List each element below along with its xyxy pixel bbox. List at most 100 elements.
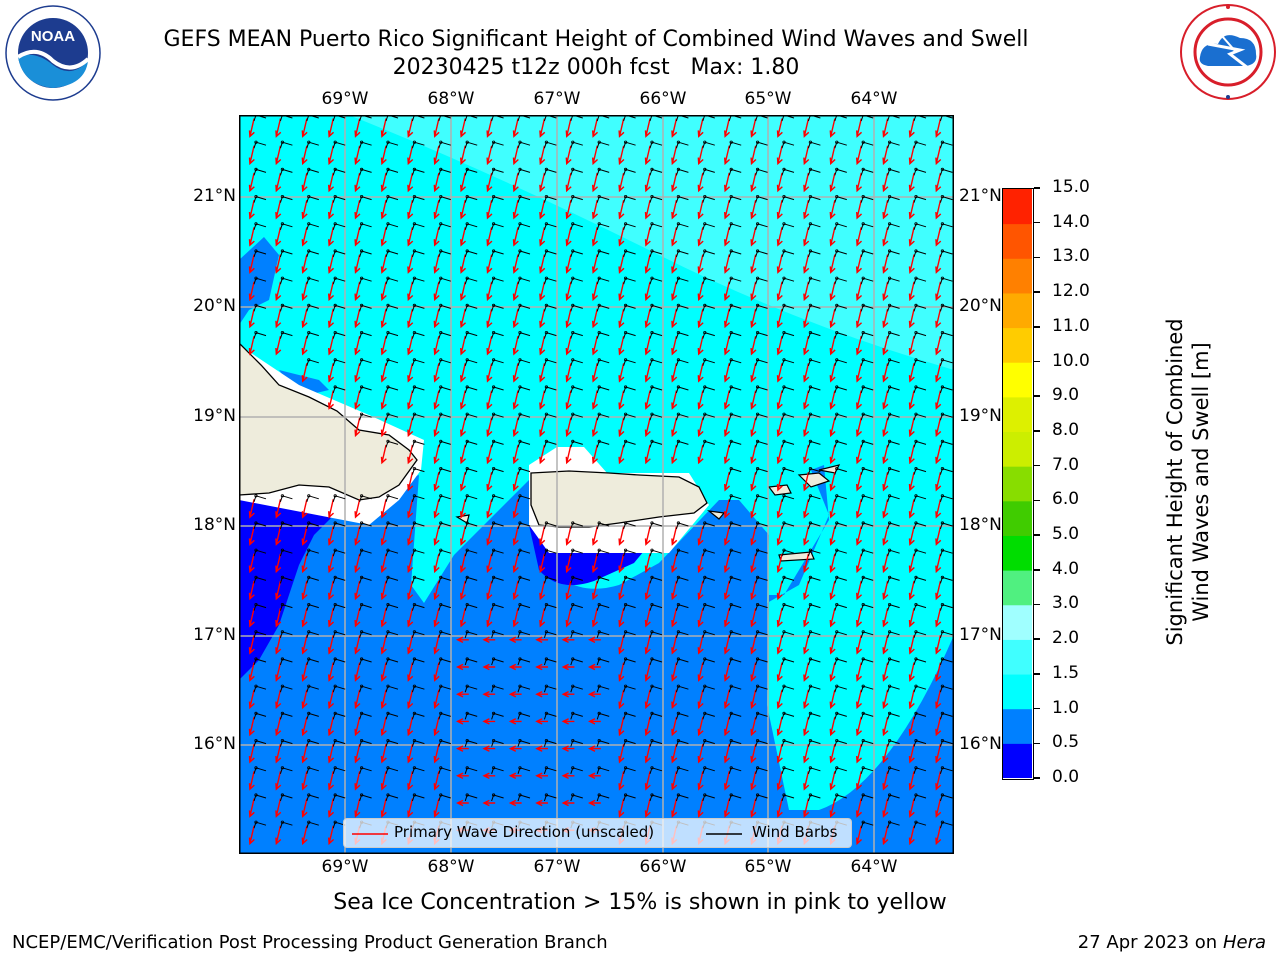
wind-barb-station xyxy=(544,195,548,199)
wind-barb-station xyxy=(333,602,337,607)
wave-direction-arrow xyxy=(724,199,731,220)
wind-barb-station xyxy=(465,331,469,335)
wave-direction-arrow xyxy=(882,771,889,791)
wave-direction-arrow xyxy=(508,799,522,807)
wave-direction-arrow xyxy=(512,580,519,601)
wind-barb-station xyxy=(940,521,945,525)
wave-zone-0-west xyxy=(239,500,369,680)
page-subtitle: 20230425 t12z 000h fcst Max: 1.80 xyxy=(392,55,800,80)
wave-direction-arrow xyxy=(592,172,599,193)
colorbar-tick-mark xyxy=(1034,291,1040,293)
lon-label-top-65w: 65°W xyxy=(744,89,792,109)
wind-barb-station xyxy=(887,575,892,579)
wind-barb-station xyxy=(412,466,416,471)
wave-direction-arrow xyxy=(908,172,915,193)
wave-direction-arrow xyxy=(482,718,496,725)
wind-barb-station xyxy=(412,684,416,688)
wind-barb-station xyxy=(360,684,364,688)
wind-barb-station xyxy=(650,738,654,743)
wind-barb-station xyxy=(465,358,469,362)
wind-barb-station xyxy=(571,711,575,716)
wave-direction-arrow xyxy=(935,771,942,791)
wind-barb-station xyxy=(280,738,285,743)
wave-direction-arrow xyxy=(248,199,255,220)
wind-barb-station xyxy=(835,439,839,443)
wind-barb-station xyxy=(333,494,337,498)
wave-direction-arrow xyxy=(433,199,440,220)
wave-direction-arrow xyxy=(803,417,810,438)
wave-direction-arrow xyxy=(829,499,836,519)
colorbar-swatch xyxy=(1003,258,1032,294)
wave-direction-arrow xyxy=(539,390,546,410)
wind-barb-station xyxy=(412,575,416,579)
wave-direction-arrow xyxy=(935,335,942,356)
wind-barb-station xyxy=(280,820,285,824)
wave-direction-arrow xyxy=(512,172,519,193)
wave-direction-arrow xyxy=(644,172,651,193)
wave-direction-arrow xyxy=(882,580,889,601)
wind-barb-station xyxy=(597,140,601,144)
wave-direction-arrow xyxy=(856,172,863,193)
wind-barb-station xyxy=(729,738,733,743)
wave-direction-arrow xyxy=(724,281,731,302)
wave-direction-arrow xyxy=(908,118,915,138)
wave-direction-arrow xyxy=(803,499,810,519)
wave-direction-arrow xyxy=(328,526,335,546)
wind-barb-station xyxy=(518,276,522,280)
wind-barb-station xyxy=(492,331,496,335)
wave-direction-arrow xyxy=(618,798,625,818)
wave-direction-arrow xyxy=(486,444,493,465)
wind-barb-station xyxy=(492,412,496,416)
wave-direction-arrow xyxy=(407,716,414,737)
wind-barb-station xyxy=(465,195,469,199)
wind-barb-station xyxy=(571,766,575,770)
wave-direction-arrow xyxy=(592,145,599,166)
wind-barb-station xyxy=(439,222,443,226)
wave-direction-arrow xyxy=(618,526,625,546)
wave-direction-arrow xyxy=(460,254,467,274)
wind-barb-station xyxy=(360,793,364,797)
wave-direction-arrow xyxy=(486,499,493,519)
wind-barb-station xyxy=(729,766,733,770)
wind-barb-station xyxy=(782,249,786,253)
wind-barb-station xyxy=(597,385,601,389)
wind-barb-station xyxy=(544,331,548,335)
wind-barb-station xyxy=(571,630,575,634)
wind-barb-station xyxy=(808,385,813,389)
wave-direction-arrow xyxy=(750,145,757,166)
wave-direction-arrow xyxy=(776,689,783,710)
wave-direction-arrow xyxy=(935,363,942,383)
wave-direction-arrow xyxy=(829,145,836,166)
colorbar-swatch xyxy=(1003,362,1032,398)
wave-direction-arrow xyxy=(328,743,335,764)
wave-direction-arrow xyxy=(935,417,942,438)
wave-direction-arrow xyxy=(482,663,496,671)
wave-direction-arrow xyxy=(354,716,361,737)
wave-direction-arrow xyxy=(592,390,599,410)
wind-barb-station xyxy=(307,276,311,280)
wave-direction-arrow xyxy=(856,308,863,329)
wind-barb-station xyxy=(835,521,839,525)
wave-direction-arrow xyxy=(328,390,335,410)
wave-direction-arrow xyxy=(724,635,731,655)
wind-barb-station xyxy=(254,575,258,579)
wind-barb-station xyxy=(940,766,945,770)
noaa-logo-text: NOAA xyxy=(31,28,75,45)
wind-barb-station xyxy=(623,195,628,199)
wind-barb-station xyxy=(465,494,469,498)
wind-barb-station xyxy=(439,466,443,471)
wind-barb-station xyxy=(782,276,786,280)
wave-direction-arrow xyxy=(724,499,731,519)
wave-direction-arrow xyxy=(433,580,440,601)
wave-direction-arrow xyxy=(275,580,282,601)
wave-direction-arrow xyxy=(301,172,308,193)
wave-direction-arrow xyxy=(561,772,575,780)
wave-direction-arrow xyxy=(301,662,308,682)
wind-barb-station xyxy=(623,412,628,416)
wind-barb-station xyxy=(808,657,813,661)
wind-barb-station xyxy=(544,439,548,443)
wave-direction-arrow xyxy=(671,526,678,546)
wave-direction-arrow xyxy=(644,145,651,166)
wave-direction-arrow xyxy=(697,227,704,247)
wave-direction-arrow xyxy=(750,689,757,710)
